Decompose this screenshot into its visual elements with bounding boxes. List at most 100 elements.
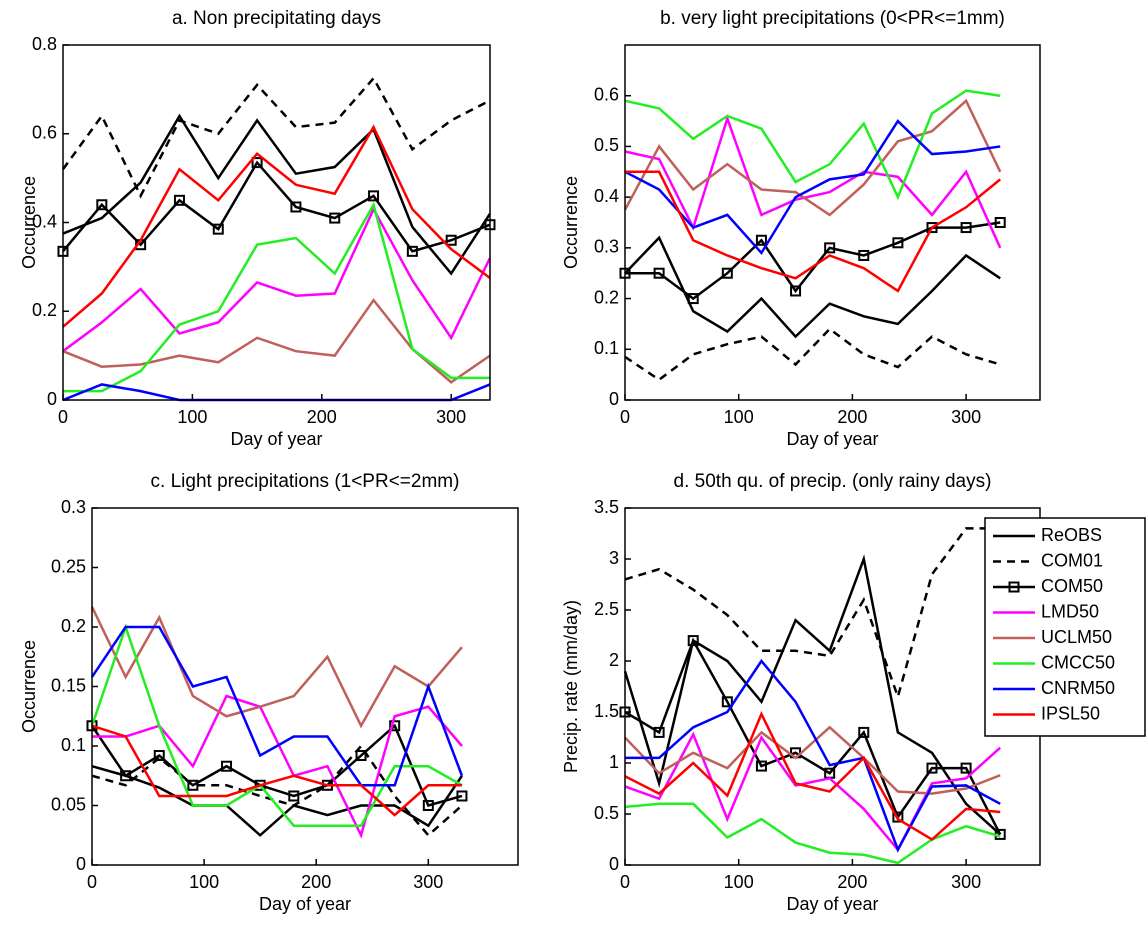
y-tick-label: 2.5	[594, 599, 619, 619]
legend-box	[984, 517, 1146, 737]
point-marker	[173, 194, 185, 206]
series-line	[624, 725, 1001, 795]
series-line	[624, 235, 1001, 339]
y-axis-label: Precip. rate (mm/day)	[561, 600, 581, 773]
panel-title: c. Light precipitations (1<PR<=2mm)	[151, 471, 460, 492]
y-axis-label: Occurrence	[19, 176, 39, 269]
series-line	[92, 694, 463, 839]
point-marker	[290, 201, 302, 213]
y-tick-label: 1	[609, 752, 619, 772]
series-line	[623, 98, 1002, 217]
series-line	[90, 606, 463, 729]
y-tick-label: 0	[609, 389, 619, 409]
series-line	[90, 625, 464, 787]
point-marker	[994, 217, 1006, 228]
series-line	[62, 160, 491, 253]
point-marker	[153, 750, 165, 762]
y-tick-label: 0.3	[61, 497, 86, 517]
point-marker	[926, 222, 938, 234]
x-axis-label: Day of year	[230, 429, 322, 449]
y-tick-label: 0.2	[61, 616, 86, 636]
series-line	[62, 113, 492, 276]
point-marker	[926, 762, 938, 774]
legend-label: ReOBS	[1041, 525, 1102, 545]
series-line	[625, 658, 1001, 853]
y-tick-label: 1.5	[594, 701, 619, 721]
series-line	[624, 89, 1001, 201]
y-tick-label: 0.1	[594, 338, 619, 358]
point-marker	[721, 267, 733, 279]
series-line	[623, 554, 1002, 836]
point-marker	[960, 762, 972, 774]
point-marker	[721, 696, 733, 708]
series-line	[624, 327, 1001, 382]
point-marker	[187, 779, 199, 791]
point-marker	[960, 222, 972, 234]
point-marker	[389, 720, 401, 732]
y-tick-label: 0.4	[594, 186, 619, 206]
series-line	[624, 711, 1001, 842]
y-tick-label: 0.1	[61, 735, 86, 755]
series-line	[91, 743, 463, 838]
x-tick-label: 200	[307, 407, 337, 427]
point-marker	[406, 245, 418, 257]
series-line	[624, 114, 1002, 249]
y-tick-label: 0	[76, 854, 86, 874]
y-tick-label: 0.8	[32, 34, 57, 54]
y-tick-label: 0.6	[594, 84, 619, 104]
x-tick-label: 0	[58, 407, 68, 427]
y-tick-label: 0.3	[594, 237, 619, 257]
legend-label: CMCC50	[1041, 652, 1115, 672]
y-tick-label: 0.15	[51, 675, 86, 695]
y-axis-label: Occurrence	[561, 176, 581, 269]
point-marker	[120, 770, 132, 782]
x-tick-label: 100	[189, 872, 219, 892]
point-marker	[858, 249, 870, 261]
point-marker	[96, 199, 108, 211]
x-tick-label: 300	[951, 872, 981, 892]
x-tick-label: 200	[837, 872, 867, 892]
plot-frame	[62, 44, 491, 401]
x-tick-label: 300	[951, 407, 981, 427]
point-marker	[687, 293, 699, 305]
panel-title: a. Non precipitating days	[172, 8, 381, 29]
series-line	[90, 623, 463, 827]
point-marker	[653, 267, 665, 279]
point-marker	[892, 237, 904, 249]
y-axis-label: Occurrence	[19, 640, 39, 733]
series-line	[62, 124, 491, 328]
plot-frame	[624, 507, 1041, 866]
x-axis-label: Day of year	[786, 429, 878, 449]
point-marker	[251, 157, 263, 169]
point-marker	[687, 635, 699, 647]
x-tick-label: 0	[87, 872, 97, 892]
x-tick-label: 300	[413, 872, 443, 892]
point-marker	[456, 790, 468, 802]
point-marker	[755, 234, 767, 246]
point-marker	[422, 800, 434, 811]
series-line	[91, 724, 462, 817]
legend-label: COM01	[1041, 550, 1103, 570]
legend-label: COM50	[1041, 576, 1103, 596]
x-tick-label: 200	[301, 872, 331, 892]
panel-title: d. 50th qu. of precip. (only rainy days)	[674, 471, 992, 492]
x-tick-label: 100	[724, 872, 754, 892]
series-line	[90, 723, 463, 808]
point-marker	[445, 234, 457, 246]
legend-label: CNRM50	[1041, 678, 1115, 698]
series-line	[624, 731, 1002, 852]
point-marker	[329, 212, 341, 224]
point-marker	[790, 285, 802, 297]
x-axis-label: Day of year	[786, 894, 878, 914]
point-marker	[824, 242, 836, 254]
series-line	[61, 76, 491, 199]
y-tick-label: 0.25	[51, 556, 86, 576]
point-marker	[858, 726, 870, 738]
x-tick-label: 300	[436, 407, 466, 427]
legend-label: UCLM50	[1041, 627, 1112, 647]
series-line	[624, 637, 1002, 835]
series-line	[625, 170, 1002, 293]
plot-frame	[91, 507, 519, 866]
x-axis-label: Day of year	[259, 894, 351, 914]
